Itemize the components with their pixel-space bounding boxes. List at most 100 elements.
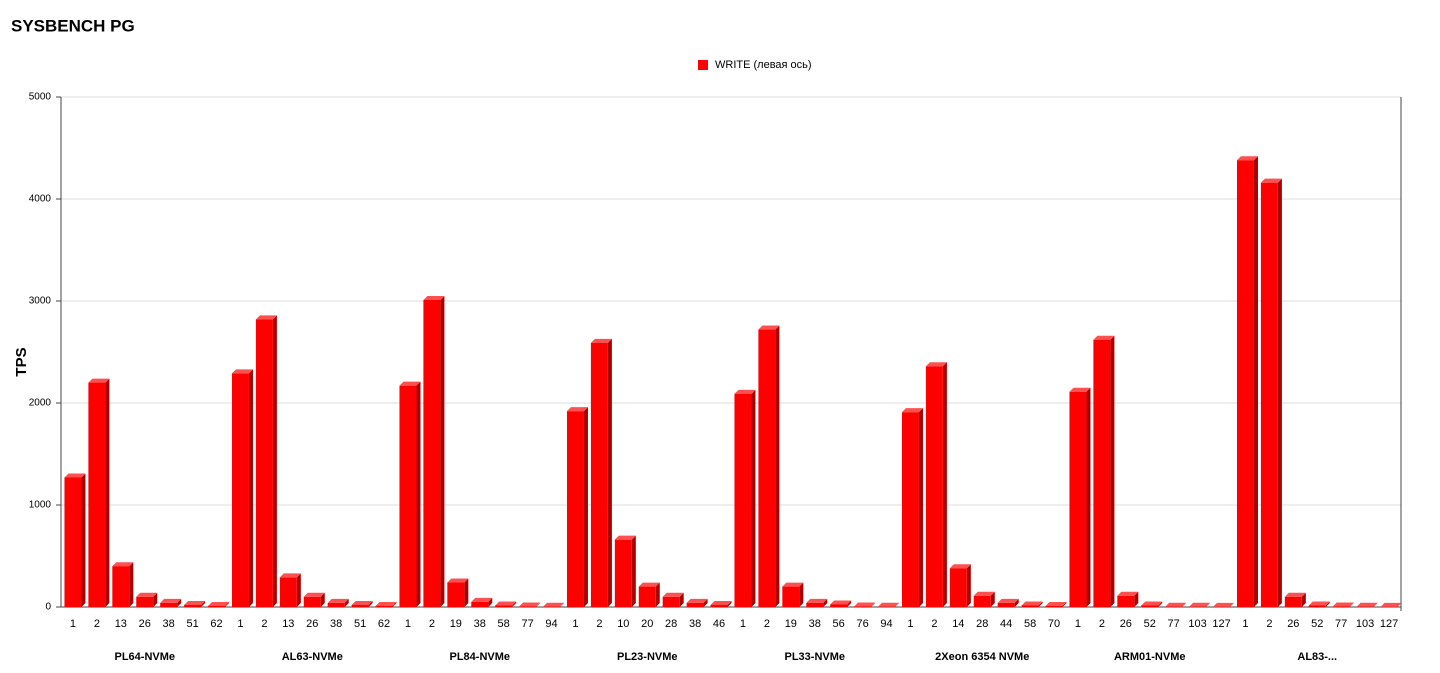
bar-top [1260, 178, 1282, 183]
bar-top [1308, 601, 1330, 606]
bar-side [1253, 156, 1258, 608]
bar [566, 411, 584, 607]
bar-side [464, 578, 469, 607]
bar-side [440, 295, 445, 607]
bar [1117, 595, 1135, 607]
bar-side [81, 473, 86, 607]
bar-side [1230, 602, 1235, 607]
x-tick-label: 44 [1000, 618, 1012, 630]
bar-top [519, 602, 541, 607]
bar-side [296, 573, 301, 607]
bar-side [990, 591, 995, 607]
bar [423, 299, 441, 607]
bar [160, 602, 178, 607]
group-label: AL83-... [1297, 651, 1337, 663]
bar-top [949, 564, 971, 569]
bar [1045, 605, 1063, 607]
bar-top [1380, 602, 1402, 607]
bar-side [1182, 602, 1187, 607]
bar-top [566, 407, 588, 412]
bar [327, 602, 345, 607]
bar-top [806, 598, 828, 603]
x-tick-label: 26 [139, 618, 151, 630]
bar-top [614, 535, 636, 540]
bar-top [399, 381, 421, 386]
bar-top [1069, 387, 1091, 392]
bar [662, 596, 680, 607]
x-tick-label: 2 [261, 618, 267, 630]
x-tick-label: 1 [740, 618, 746, 630]
bar-top [925, 362, 947, 367]
bar-side [105, 378, 110, 607]
bar [614, 539, 632, 607]
bar [734, 393, 752, 607]
bar-side [488, 597, 493, 607]
group-label: PL33-NVMe [784, 651, 845, 663]
bar-top [1213, 602, 1235, 607]
bar-top [303, 592, 325, 597]
bar-top [231, 369, 253, 374]
x-tick-label: 2 [764, 618, 770, 630]
bar-side [679, 592, 684, 607]
bar [1021, 605, 1039, 607]
group-label: PL23-NVMe [617, 651, 678, 663]
bar-top [973, 591, 995, 596]
x-tick-label: 38 [330, 618, 342, 630]
bar [710, 604, 728, 607]
bar-side [966, 564, 971, 607]
group-label: ARM01-NVMe [1114, 651, 1186, 663]
bar-side [847, 600, 852, 607]
x-tick-label: 58 [498, 618, 510, 630]
x-tick-label: 77 [521, 618, 533, 630]
bar-side [1325, 601, 1330, 607]
bar-side [895, 602, 900, 607]
y-tick-label: 5000 [29, 92, 52, 103]
bar [112, 566, 130, 607]
bar-side [201, 600, 206, 607]
bar-top [1332, 602, 1354, 607]
bar-side [1062, 601, 1067, 607]
bar [973, 595, 991, 607]
bar-side [1349, 602, 1354, 607]
bar-top [901, 408, 923, 413]
x-tick-label: 103 [1356, 618, 1374, 630]
x-tick-label: 52 [1311, 618, 1323, 630]
bar-side [1110, 335, 1115, 607]
bar-side [1206, 602, 1211, 607]
bar-side [225, 601, 230, 607]
x-tick-label: 1 [237, 618, 243, 630]
x-tick-label: 77 [1168, 618, 1180, 630]
bar-side [583, 407, 588, 607]
x-tick-label: 76 [856, 618, 868, 630]
bar-top [375, 601, 397, 606]
bar [495, 605, 513, 607]
x-tick-label: 103 [1188, 618, 1206, 630]
group-label: PL84-NVMe [449, 651, 510, 663]
bar-top [1093, 335, 1115, 340]
bar [590, 342, 608, 607]
y-tick-label: 2000 [29, 398, 52, 409]
x-tick-label: 14 [952, 618, 964, 630]
bar [1141, 605, 1159, 607]
y-tick-label: 4000 [29, 194, 52, 205]
x-tick-label: 28 [976, 618, 988, 630]
x-tick-label: 38 [809, 618, 821, 630]
bar [208, 605, 226, 607]
bar-top [471, 597, 493, 602]
bar [1284, 596, 1302, 607]
bar [782, 586, 800, 607]
bar-side [1373, 602, 1378, 607]
x-tick-label: 77 [1335, 618, 1347, 630]
bar-side [1397, 602, 1402, 607]
x-tick-label: 2 [931, 618, 937, 630]
bar-side [631, 535, 636, 607]
x-tick-label: 2 [596, 618, 602, 630]
bar-top [1236, 156, 1258, 161]
bar-top [160, 598, 182, 603]
x-tick-label: 1 [1075, 618, 1081, 630]
bar-top [1356, 602, 1378, 607]
x-tick-label: 2 [94, 618, 100, 630]
bar-side [392, 601, 397, 607]
x-tick-label: 19 [450, 618, 462, 630]
bar-side [1158, 601, 1163, 607]
